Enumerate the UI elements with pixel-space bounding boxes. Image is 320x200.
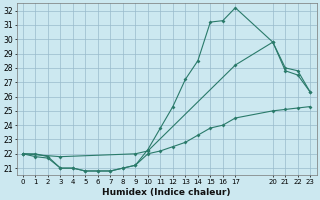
X-axis label: Humidex (Indice chaleur): Humidex (Indice chaleur) xyxy=(102,188,231,197)
